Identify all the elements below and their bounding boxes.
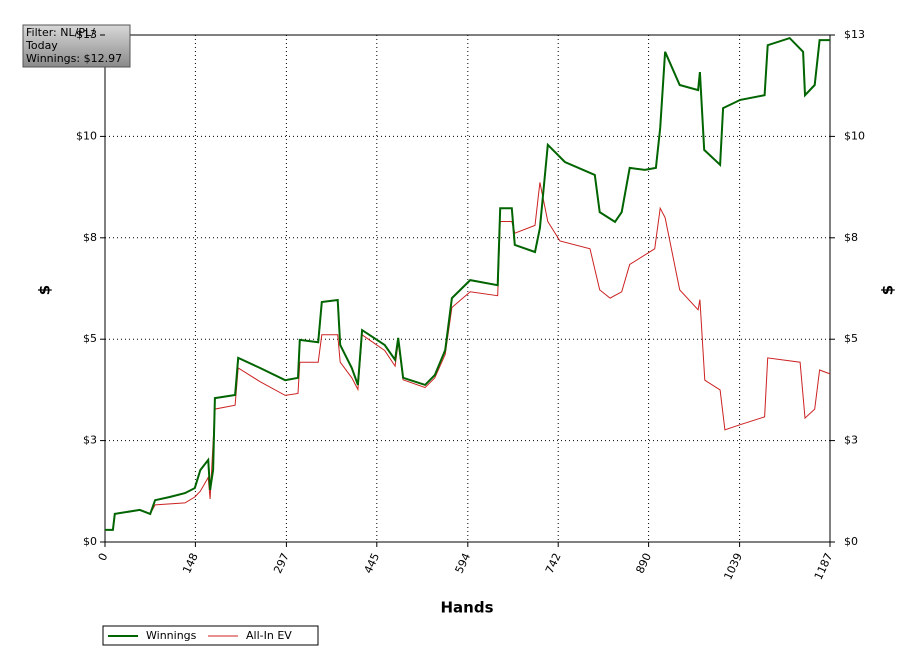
y2-tick-label: $13	[844, 28, 865, 41]
annotation: Winnings: $12.97	[26, 52, 122, 65]
y-tick-label: $5	[83, 332, 97, 345]
y2-tick-label: $5	[844, 332, 858, 345]
y2-tick-label: $10	[844, 129, 865, 142]
y-tick-label: $10	[76, 129, 97, 142]
y-tick-label: $8	[83, 231, 97, 244]
x-tick-label: 1187	[812, 551, 836, 582]
annotation: Today	[25, 39, 58, 52]
x-tick-label: 148	[180, 551, 201, 576]
x-tick-label: 445	[362, 551, 383, 576]
x-tick-label: 742	[543, 551, 564, 576]
x-tick-label: 1039	[721, 551, 745, 582]
y-axis-label: $	[36, 285, 54, 295]
legend-label: All-In EV	[246, 629, 292, 642]
y2-axis-label: $	[879, 285, 897, 295]
y-tick-label: $0	[83, 535, 97, 548]
y2-tick-label: $8	[844, 231, 858, 244]
series-line	[105, 182, 831, 531]
annotation: Filter: NL/PL/	[26, 26, 95, 39]
series-line	[105, 36, 830, 531]
x-tick-label: 0	[96, 551, 111, 563]
filter-box: Filter: NL/PL/ Today Winnings: $12.97	[22, 24, 131, 68]
x-tick-label: 594	[453, 551, 474, 576]
x-axis-label: Hands	[440, 599, 493, 617]
y2-tick-label: $0	[844, 535, 858, 548]
legend-label: Winnings	[146, 629, 197, 642]
y-tick-label: $3	[83, 434, 97, 447]
y2-tick-label: $3	[844, 434, 858, 447]
y-tick-label: $13	[76, 28, 97, 41]
x-tick-label: 890	[633, 551, 654, 576]
x-tick-label: 297	[271, 551, 292, 576]
